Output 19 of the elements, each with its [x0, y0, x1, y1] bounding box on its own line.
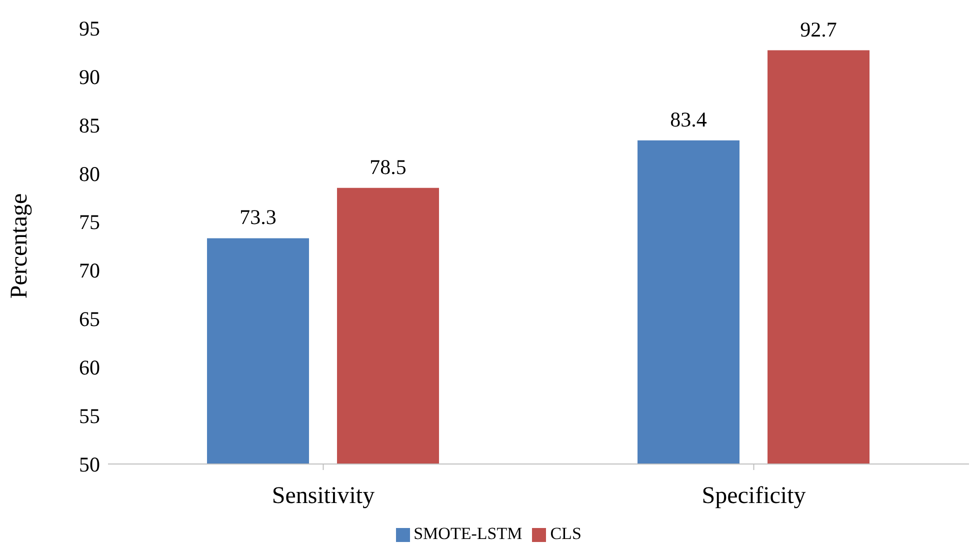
y-tick-label: 80: [79, 162, 100, 186]
y-tick-label: 75: [79, 210, 100, 234]
x-tick-label: Specificity: [702, 483, 806, 510]
data-label: 78.5: [370, 154, 406, 179]
data-label: 83.4: [670, 107, 708, 132]
y-tick-label: 65: [79, 307, 100, 332]
data-label: 73.3: [240, 205, 276, 230]
y-tick-label: 55: [79, 404, 100, 428]
data-label: 92.7: [800, 17, 837, 42]
y-tick-label: 50: [79, 452, 100, 476]
y-tick-label: 60: [79, 356, 100, 380]
legend-label: SMOTE-LSTM: [414, 524, 522, 543]
y-tick-label: 90: [79, 64, 100, 89]
y-tick-label: 70: [79, 258, 100, 283]
y-axis-title: Percentage: [6, 193, 33, 299]
x-tick-label: Sensitivity: [272, 483, 375, 510]
y-tick-label: 95: [79, 16, 100, 40]
y-tick-label: 85: [79, 113, 100, 138]
legend-label: CLS: [550, 524, 582, 543]
